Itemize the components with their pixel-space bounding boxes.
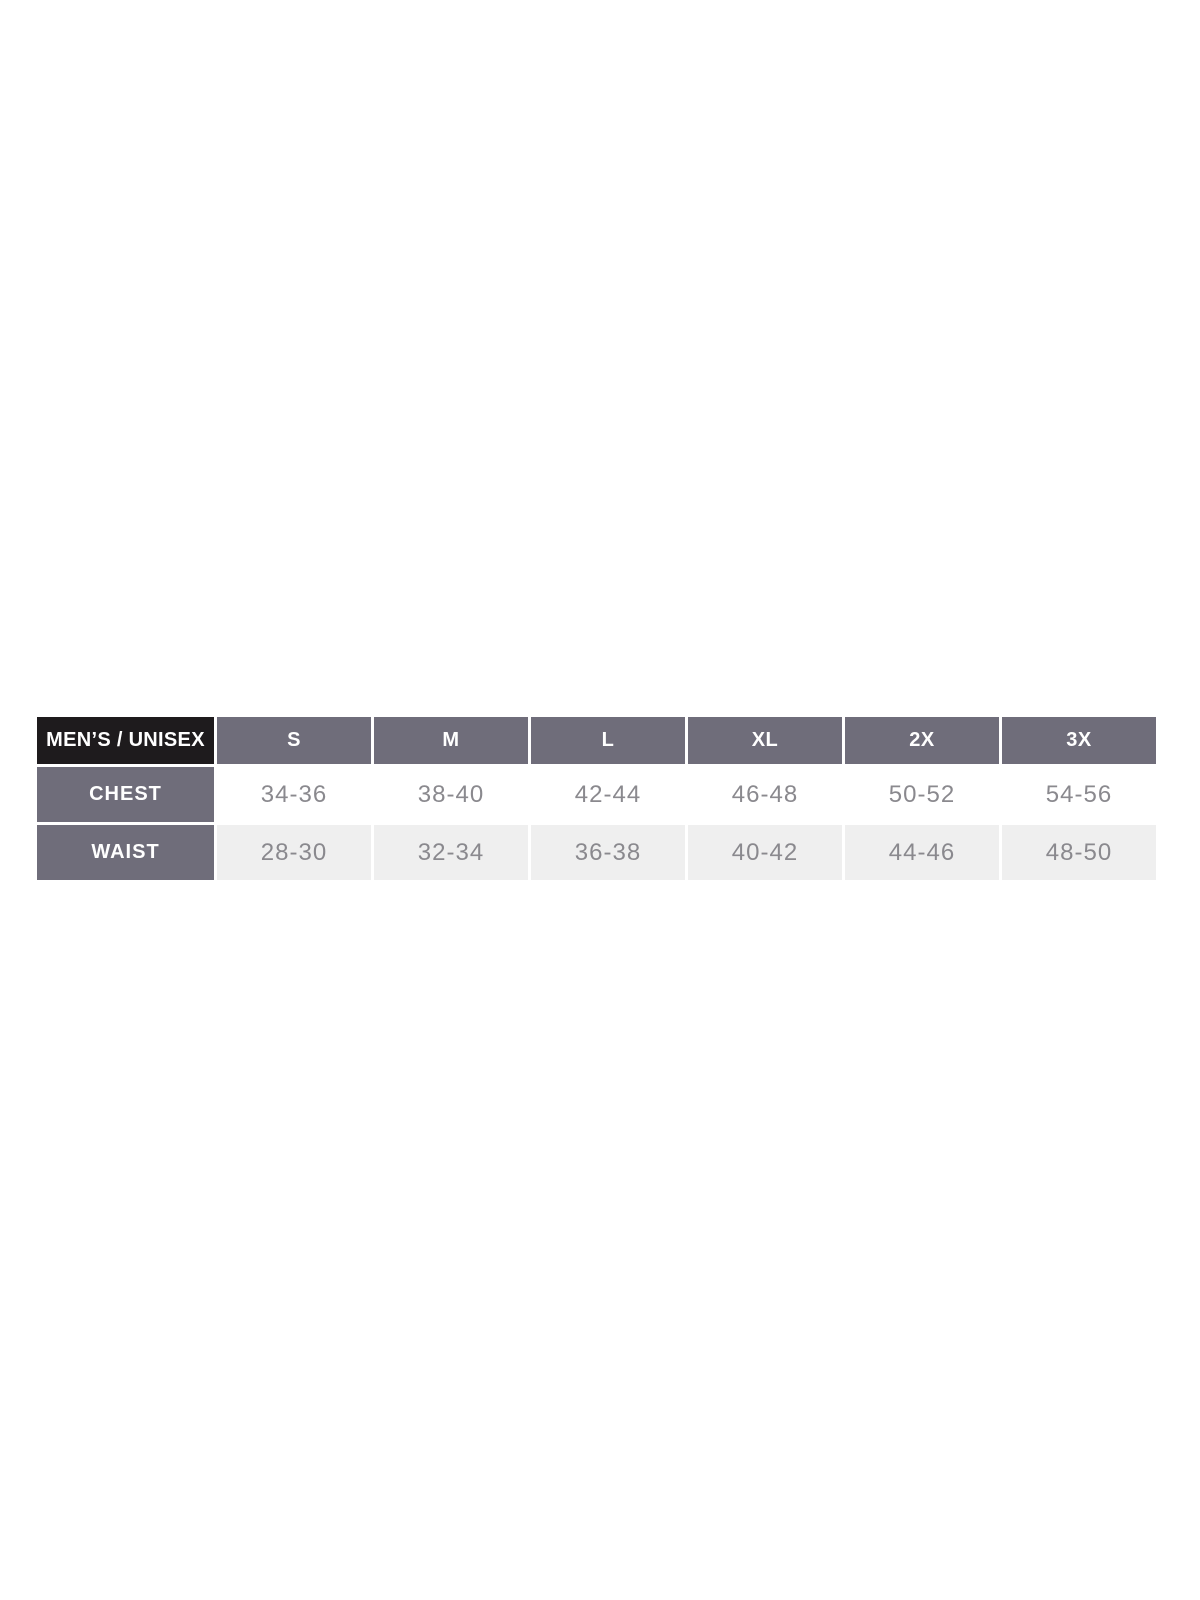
waist-value-2x: 44-46 (845, 825, 999, 880)
size-header-2x: 2X (845, 717, 999, 764)
waist-value-l: 36-38 (531, 825, 685, 880)
waist-row-label: WAIST (37, 825, 214, 880)
size-header-l: L (531, 717, 685, 764)
chest-row: CHEST 34-36 38-40 42-44 46-48 50-52 54-5… (37, 767, 1156, 822)
size-header-s: S (217, 717, 371, 764)
chest-value-s: 34-36 (217, 767, 371, 822)
waist-value-m: 32-34 (374, 825, 528, 880)
size-header-m: M (374, 717, 528, 764)
size-chart-section: MEN’S / UNISEX S M L XL 2X 3X CHEST 34-3… (34, 714, 1159, 883)
waist-value-s: 28-30 (217, 825, 371, 880)
corner-header-mens-unisex: MEN’S / UNISEX (37, 717, 214, 764)
waist-value-xl: 40-42 (688, 825, 842, 880)
waist-row: WAIST 28-30 32-34 36-38 40-42 44-46 48-5… (37, 825, 1156, 880)
size-header-xl: XL (688, 717, 842, 764)
chest-value-3x: 54-56 (1002, 767, 1156, 822)
chest-row-label: CHEST (37, 767, 214, 822)
size-header-row: MEN’S / UNISEX S M L XL 2X 3X (37, 717, 1156, 764)
chest-value-l: 42-44 (531, 767, 685, 822)
size-header-3x: 3X (1002, 717, 1156, 764)
size-chart-table: MEN’S / UNISEX S M L XL 2X 3X CHEST 34-3… (34, 714, 1159, 883)
chest-value-m: 38-40 (374, 767, 528, 822)
chest-value-xl: 46-48 (688, 767, 842, 822)
waist-value-3x: 48-50 (1002, 825, 1156, 880)
chest-value-2x: 50-52 (845, 767, 999, 822)
